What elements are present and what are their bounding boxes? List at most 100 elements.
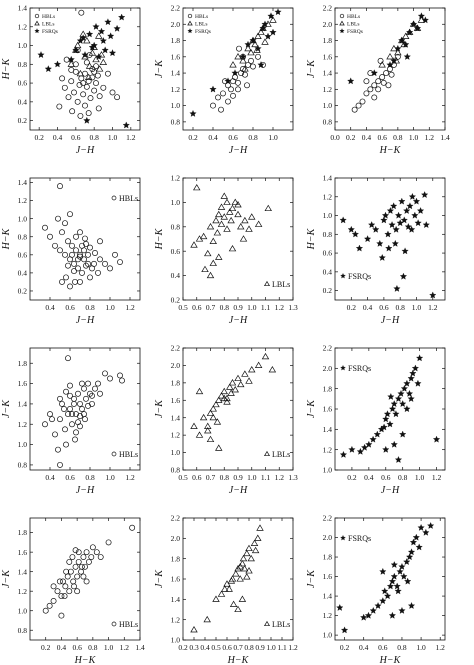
data-point — [65, 94, 72, 101]
y-tick-label: 2.0 — [171, 534, 181, 543]
data-point — [89, 392, 95, 399]
data-point — [422, 221, 430, 228]
data-point — [382, 445, 390, 453]
y-tick-label: 1.6 — [323, 52, 333, 61]
y-tick-label: 1.6 — [171, 575, 181, 584]
data-point — [97, 51, 106, 58]
x-tick-label: 0.8 — [398, 473, 408, 482]
y-tick-label: 1.8 — [323, 384, 333, 393]
x-axis-label: H−K — [379, 145, 402, 156]
data-point — [379, 74, 386, 81]
y-tick-label: 1.6 — [171, 396, 181, 405]
y-tick-label: 2.2 — [323, 344, 333, 353]
data-point — [230, 92, 236, 99]
plot-frame — [334, 517, 446, 641]
data-point — [67, 392, 73, 399]
data-point — [234, 201, 242, 208]
data-point — [379, 597, 387, 605]
data-point — [63, 441, 69, 448]
data-point — [193, 183, 201, 191]
data-point — [432, 435, 441, 443]
y-tick-label: 1.2 — [171, 174, 181, 183]
data-point — [69, 251, 75, 258]
data-point — [42, 421, 48, 428]
x-axis-label: H−K — [379, 655, 402, 665]
data-point — [384, 592, 392, 600]
data-point — [254, 361, 263, 368]
data-point — [340, 626, 349, 634]
series-fsrqs — [339, 191, 437, 299]
data-point — [122, 121, 130, 129]
data-point — [394, 395, 403, 402]
data-point — [406, 28, 414, 36]
data-point — [383, 410, 392, 418]
data-point — [228, 244, 237, 252]
data-point — [403, 53, 411, 60]
data-point — [378, 61, 386, 68]
data-point — [204, 249, 212, 257]
data-point — [231, 69, 239, 77]
data-point — [54, 588, 61, 595]
y-tick-label: 0.2 — [323, 286, 333, 295]
data-point — [269, 16, 277, 23]
legend-label: HBLs — [119, 620, 138, 629]
data-point — [209, 259, 217, 266]
x-tick-label: 1.2 — [275, 473, 285, 482]
x-axis-label: H−K — [227, 655, 250, 665]
data-point — [73, 233, 79, 240]
y-tick-label: 0.4 — [18, 97, 28, 106]
data-point — [67, 60, 75, 67]
data-point — [236, 575, 244, 582]
data-point — [351, 230, 359, 238]
data-point — [71, 583, 77, 590]
y-tick-label: 2.0 — [323, 20, 333, 29]
legend-marker — [187, 20, 193, 26]
data-point — [407, 395, 415, 402]
y-tick-label: 2.2 — [323, 4, 333, 13]
data-point — [254, 220, 263, 227]
plot-frame — [334, 7, 446, 131]
data-point — [74, 588, 81, 595]
data-point — [108, 49, 117, 57]
data-point — [104, 18, 112, 26]
x-tick-label: 0.6 — [379, 303, 389, 312]
data-point — [406, 553, 414, 561]
data-point — [195, 387, 204, 395]
data-point — [99, 37, 107, 44]
data-point — [412, 197, 421, 205]
x-tick-label: 0.0 — [330, 133, 340, 142]
data-point — [401, 247, 409, 255]
data-point — [227, 577, 236, 584]
data-point — [213, 418, 222, 425]
data-point — [235, 79, 241, 86]
data-point — [264, 204, 272, 212]
data-point — [42, 607, 49, 614]
y-tick-label: 1.2 — [18, 196, 28, 205]
data-point — [80, 91, 87, 98]
scatter-panel: 0.5 0.6 0.7 0.8 0.9 1.0 1.1 1.2 1.30.20.40.60.81… — [154, 174, 298, 326]
data-point — [348, 445, 356, 453]
y-tick-label: 1.0 — [323, 631, 333, 640]
data-point — [206, 222, 215, 230]
data-point — [75, 558, 82, 565]
data-point — [403, 207, 411, 214]
data-point — [83, 262, 89, 269]
data-point — [417, 523, 425, 531]
y-tick-label: 1.4 — [323, 174, 333, 183]
x-tick-label: 0.2 — [346, 133, 356, 142]
data-point — [69, 554, 76, 560]
x-tick-label: 0.8 — [85, 303, 95, 312]
data-point — [248, 365, 256, 373]
x-tick-label: 0.6 — [65, 473, 75, 482]
data-point — [93, 549, 100, 556]
data-point — [83, 83, 90, 90]
y-tick-label: 1.0 — [323, 466, 333, 475]
data-point — [92, 250, 98, 256]
data-point — [369, 435, 377, 443]
data-point — [85, 62, 94, 69]
x-tick-label: 0.8 — [397, 643, 407, 652]
y-tick-label: 0.8 — [323, 230, 333, 239]
data-point — [386, 207, 394, 214]
data-point — [206, 409, 215, 416]
